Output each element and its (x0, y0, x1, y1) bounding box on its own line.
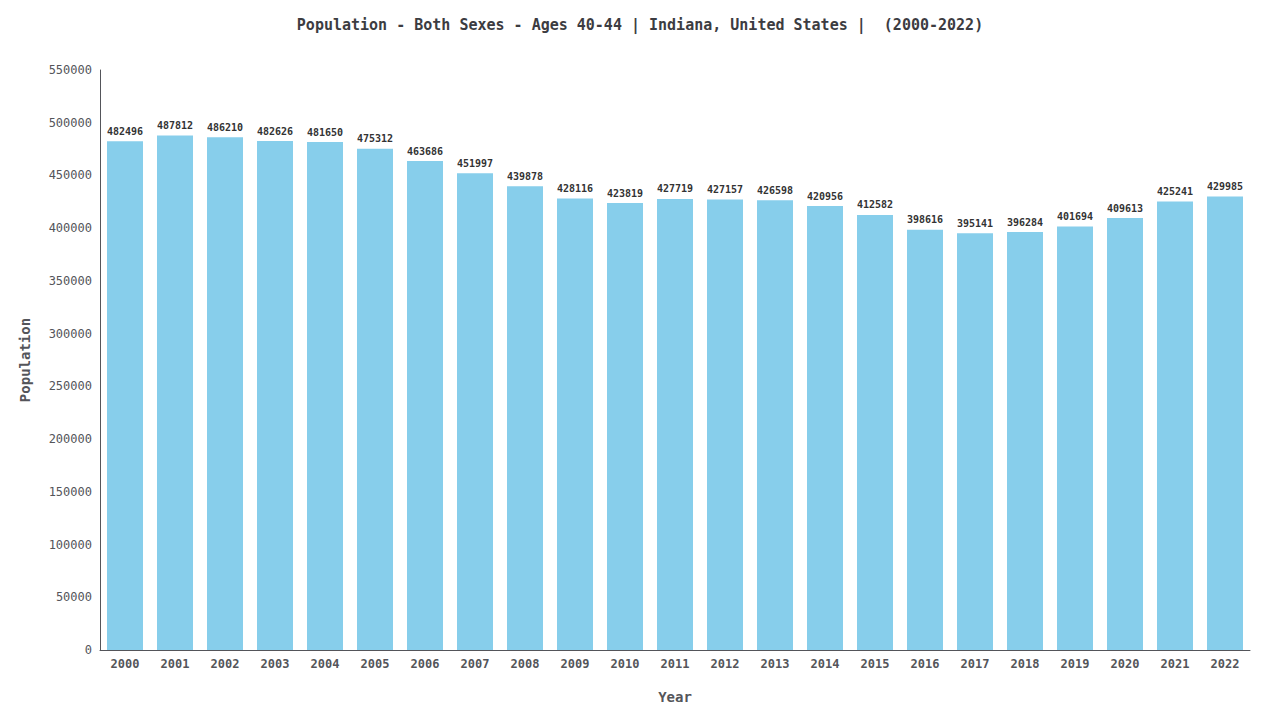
svg-text:427719: 427719 (657, 183, 693, 194)
svg-text:475312: 475312 (357, 133, 393, 144)
svg-text:2018: 2018 (1011, 657, 1040, 671)
svg-text:2022: 2022 (1211, 657, 1240, 671)
svg-text:100000: 100000 (49, 538, 92, 552)
svg-text:0: 0 (85, 643, 92, 657)
svg-text:398616: 398616 (907, 214, 943, 225)
svg-text:2002: 2002 (211, 657, 240, 671)
svg-text:300000: 300000 (49, 327, 92, 341)
svg-text:Population: Population (17, 318, 33, 402)
svg-text:426598: 426598 (757, 185, 793, 196)
svg-text:427157: 427157 (707, 184, 743, 195)
svg-text:2019: 2019 (1061, 657, 1090, 671)
svg-text:481650: 481650 (307, 127, 343, 138)
svg-text:429985: 429985 (1207, 181, 1243, 192)
svg-text:150000: 150000 (49, 485, 92, 499)
svg-text:2008: 2008 (511, 657, 540, 671)
svg-text:2000: 2000 (111, 657, 140, 671)
svg-text:425241: 425241 (1157, 186, 1193, 197)
svg-text:401694: 401694 (1057, 211, 1093, 222)
svg-text:482496: 482496 (107, 126, 143, 137)
svg-text:2013: 2013 (761, 657, 790, 671)
svg-text:500000: 500000 (49, 116, 92, 130)
svg-text:2011: 2011 (661, 657, 690, 671)
svg-text:2016: 2016 (911, 657, 940, 671)
svg-text:451997: 451997 (457, 158, 493, 169)
svg-text:2005: 2005 (361, 657, 390, 671)
svg-text:412582: 412582 (857, 199, 893, 210)
svg-text:487812: 487812 (157, 120, 193, 131)
svg-text:482626: 482626 (257, 126, 293, 137)
svg-text:250000: 250000 (49, 379, 92, 393)
svg-text:550000: 550000 (49, 63, 92, 77)
svg-text:Population - Both Sexes - Ages: Population - Both Sexes - Ages 40-44 | I… (297, 16, 983, 35)
svg-text:2007: 2007 (461, 657, 490, 671)
svg-text:409613: 409613 (1107, 203, 1143, 214)
svg-text:350000: 350000 (49, 274, 92, 288)
svg-text:450000: 450000 (49, 168, 92, 182)
svg-text:486210: 486210 (207, 122, 243, 133)
svg-text:396284: 396284 (1007, 217, 1043, 228)
svg-text:2012: 2012 (711, 657, 740, 671)
svg-text:2001: 2001 (161, 657, 190, 671)
svg-text:2021: 2021 (1161, 657, 1190, 671)
svg-text:2003: 2003 (261, 657, 290, 671)
svg-text:50000: 50000 (56, 590, 92, 604)
svg-text:463686: 463686 (407, 146, 443, 157)
svg-text:2017: 2017 (961, 657, 990, 671)
svg-text:2015: 2015 (861, 657, 890, 671)
svg-text:439878: 439878 (507, 171, 543, 182)
svg-text:2006: 2006 (411, 657, 440, 671)
svg-text:Year: Year (658, 689, 692, 705)
svg-text:200000: 200000 (49, 432, 92, 446)
svg-text:395141: 395141 (957, 218, 993, 229)
svg-text:400000: 400000 (49, 221, 92, 235)
svg-text:2009: 2009 (561, 657, 590, 671)
svg-text:423819: 423819 (607, 188, 643, 199)
svg-text:428116: 428116 (557, 183, 593, 194)
svg-text:420956: 420956 (807, 191, 843, 202)
svg-text:2010: 2010 (611, 657, 640, 671)
svg-text:2004: 2004 (311, 657, 340, 671)
svg-text:2014: 2014 (811, 657, 840, 671)
svg-text:2020: 2020 (1111, 657, 1140, 671)
